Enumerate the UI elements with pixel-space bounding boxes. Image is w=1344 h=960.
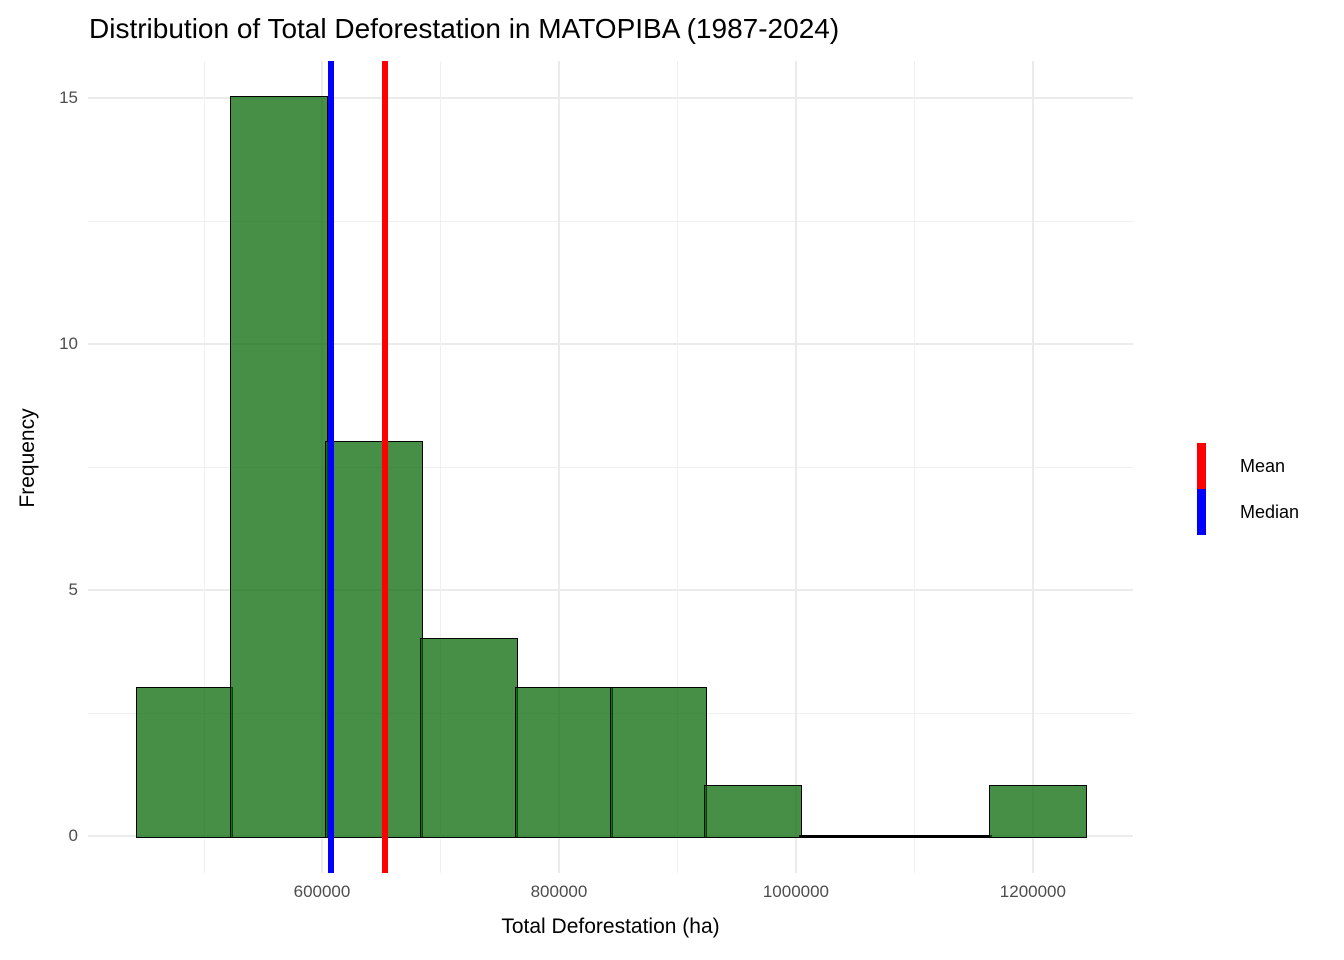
histogram-bar <box>420 637 518 838</box>
histogram-bar <box>893 834 992 838</box>
x-gridline-major <box>557 61 560 873</box>
legend-item-mean: Mean <box>1197 443 1299 489</box>
legend: Mean Median <box>1197 443 1299 535</box>
y-tick-label: 15 <box>59 87 78 107</box>
histogram-bar <box>988 785 1087 838</box>
y-axis-title: Frequency <box>16 408 39 508</box>
legend-item-median: Median <box>1197 489 1299 535</box>
x-gridline-major <box>1031 61 1034 873</box>
mean-line <box>381 61 388 873</box>
median-line-key-icon <box>1197 489 1206 535</box>
x-gridline-minor <box>677 61 679 873</box>
x-tick-label: 1200000 <box>999 882 1066 901</box>
median-line <box>327 61 334 873</box>
histogram-bar <box>135 686 234 838</box>
histogram-bar <box>704 785 803 838</box>
x-axis-title: Total Deforestation (ha) <box>501 915 720 938</box>
chart-title: Distribution of Total Deforestation in M… <box>89 13 840 44</box>
x-gridline-major <box>794 61 797 873</box>
histogram-bar <box>799 834 897 838</box>
x-gridline-minor <box>914 61 916 873</box>
y-gridline-major <box>88 589 1133 592</box>
x-gridline-minor <box>440 61 442 873</box>
histogram-bar <box>609 686 708 838</box>
legend-label-mean: Mean <box>1240 455 1286 476</box>
x-gridline-minor <box>203 61 205 873</box>
y-gridline-minor <box>88 220 1133 222</box>
x-tick-label: 1000000 <box>762 882 830 901</box>
y-tick-label: 0 <box>68 826 78 846</box>
y-gridline-major <box>88 96 1133 99</box>
y-gridline-minor <box>88 467 1133 468</box>
mean-line-key-icon <box>1197 443 1206 489</box>
x-tick-label: 600000 <box>293 882 351 901</box>
legend-label-median: Median <box>1240 501 1300 522</box>
plot-panel <box>88 61 1133 873</box>
histogram-bar <box>514 686 613 838</box>
histogram-bar <box>325 440 424 838</box>
histogram-bar <box>230 96 329 838</box>
y-tick-label: 10 <box>59 333 78 353</box>
x-tick-label: 800000 <box>530 882 588 901</box>
y-gridline-major <box>88 342 1133 345</box>
y-tick-label: 5 <box>68 580 78 600</box>
